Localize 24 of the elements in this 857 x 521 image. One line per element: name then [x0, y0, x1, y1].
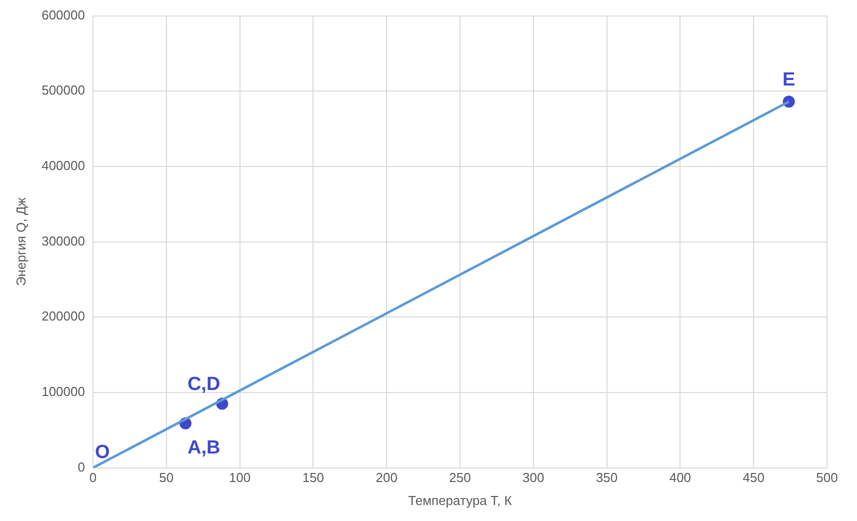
annotation: C,D — [187, 374, 220, 395]
y-tick-label: 100000 — [42, 384, 85, 400]
x-tick-label: 450 — [742, 470, 764, 486]
x-tick-label: 350 — [596, 470, 618, 486]
x-tick-label: 500 — [816, 470, 838, 486]
y-tick-label: 600000 — [42, 7, 85, 22]
y-axis-title: Энергия Q, Дж — [13, 197, 28, 286]
annotation: A,B — [187, 437, 220, 458]
y-tick-label: 500000 — [42, 82, 85, 98]
annotation: E — [782, 70, 796, 91]
x-tick-label: 300 — [522, 470, 544, 486]
x-tick-label: 50 — [159, 470, 174, 486]
y-tick-label: 0 — [78, 459, 85, 474]
x-tick-label: 200 — [376, 470, 398, 486]
x-tick-label: 0 — [89, 470, 97, 486]
x-axis-title: Температура T, К — [408, 492, 512, 508]
y-tick-label: 400000 — [42, 158, 85, 174]
y-tick-label: 300000 — [42, 233, 85, 248]
annotation: O — [94, 442, 110, 463]
x-tick-label: 400 — [669, 470, 692, 486]
x-tick-label: 150 — [302, 470, 324, 486]
x-tick-label: 250 — [449, 470, 471, 486]
y-tick-label: 200000 — [42, 308, 85, 324]
x-tick-label: 100 — [228, 470, 251, 486]
